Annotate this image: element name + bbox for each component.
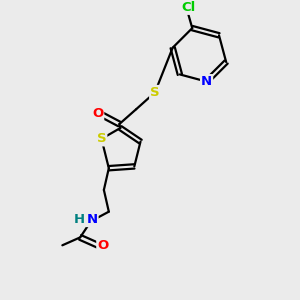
Text: O: O [92, 107, 103, 120]
Text: O: O [97, 239, 109, 252]
Text: N: N [86, 213, 98, 226]
Text: H: H [74, 213, 85, 226]
Text: N: N [201, 75, 212, 88]
Text: Cl: Cl [181, 1, 195, 14]
Text: S: S [150, 86, 160, 99]
Text: S: S [97, 132, 106, 146]
